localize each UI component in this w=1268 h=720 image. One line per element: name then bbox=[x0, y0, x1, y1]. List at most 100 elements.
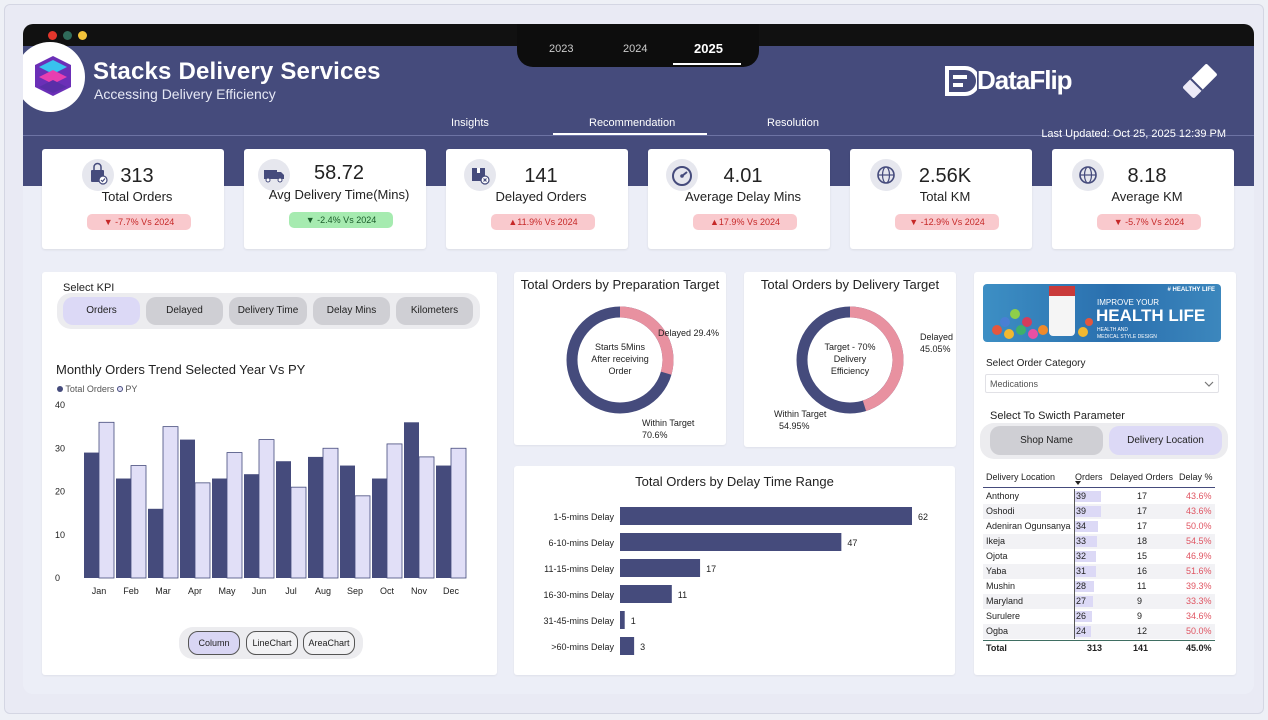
year-selector: 2023 2024 2025 bbox=[517, 24, 759, 67]
table-row[interactable]: Ikeja 33 18 54.5% bbox=[983, 534, 1215, 549]
tab-recommendation[interactable]: Recommendation bbox=[589, 117, 676, 129]
table-row[interactable]: Surulere 26 9 34.6% bbox=[983, 609, 1215, 624]
table-header-row: Delivery Location Orders Delayed Orders … bbox=[983, 470, 1215, 488]
chart-type-linechart[interactable]: LineChart bbox=[246, 631, 298, 655]
sort-desc-icon bbox=[1075, 481, 1081, 485]
parameter-shop-name[interactable]: Shop Name bbox=[990, 426, 1103, 455]
dataflip-brand: DataFlip bbox=[977, 65, 1073, 95]
x-tick-label: Jul bbox=[285, 586, 297, 596]
delay-range-bar-chart: 1-5-mins Delay 62 6-10-mins Delay 47 11-15-m… bbox=[543, 507, 928, 655]
cell-delay-pct: 34.6% bbox=[1186, 611, 1212, 621]
banner-small-text: IMPROVE YOUR bbox=[1097, 298, 1160, 307]
orders-data-bar bbox=[1075, 611, 1093, 622]
orders-data-bar bbox=[1075, 506, 1101, 517]
parameter-delivery-location[interactable]: Delivery Location bbox=[1109, 426, 1222, 455]
py-bar bbox=[290, 486, 307, 579]
donut-center-label: After receiving bbox=[591, 354, 649, 364]
orders-data-bar bbox=[1075, 491, 1101, 502]
orders-axis-line bbox=[1074, 609, 1075, 624]
category-label: >60-mins Delay bbox=[551, 642, 614, 652]
col-header-orders[interactable]: Orders bbox=[1075, 472, 1103, 482]
table-row[interactable]: Yaba 31 16 51.6% bbox=[983, 564, 1215, 579]
delayed-slice bbox=[566, 306, 674, 414]
total-orders-bar bbox=[372, 478, 387, 578]
table-row[interactable]: Ojota 32 15 46.9% bbox=[983, 549, 1215, 564]
cell-orders: 28 bbox=[1076, 581, 1087, 591]
maximize-dot-icon[interactable] bbox=[78, 31, 87, 40]
banner-sub-text-2: MEDICAL STYLE DESIGN bbox=[1097, 334, 1157, 340]
table-row[interactable]: Maryland 27 9 33.3% bbox=[983, 594, 1215, 609]
monthly-chart-legend: Total Orders PY bbox=[57, 384, 137, 394]
order-category-value: Medications bbox=[990, 379, 1039, 389]
total-delayed: 141 bbox=[1133, 643, 1149, 653]
order-category-dropdown[interactable]: Medications bbox=[985, 374, 1219, 393]
total-orders-bar bbox=[404, 422, 419, 578]
table-row[interactable]: Mushin 28 11 39.3% bbox=[983, 579, 1215, 594]
kpi-card-total-km: 2.56K Total KM ▼ -12.9% Vs 2024 bbox=[850, 149, 1032, 249]
close-dot-icon[interactable] bbox=[48, 31, 57, 40]
minimize-dot-icon[interactable] bbox=[63, 31, 72, 40]
col-header-delayed[interactable]: Delayed Orders bbox=[1110, 472, 1174, 482]
orders-data-bar bbox=[1075, 596, 1093, 607]
year-2025-button[interactable]: 2025 bbox=[694, 41, 723, 56]
kpi-card-total-orders: 313 Total Orders ▼ -7.7% Vs 2024 bbox=[42, 149, 224, 249]
kpi-option-delay-mins[interactable]: Delay Mins bbox=[313, 297, 390, 325]
total-orders-bar bbox=[116, 478, 131, 578]
chart-type-column[interactable]: Column bbox=[188, 631, 240, 655]
tab-resolution[interactable]: Resolution bbox=[767, 117, 819, 129]
orders-axis-line bbox=[1074, 624, 1075, 639]
eraser-icon[interactable] bbox=[1177, 58, 1223, 104]
category-label: 16-30-mins Delay bbox=[543, 590, 614, 600]
delayed-slice bbox=[796, 306, 904, 414]
category-label: 1-5-mins Delay bbox=[553, 512, 614, 522]
truck-icon bbox=[258, 159, 290, 191]
globe-icon bbox=[870, 159, 902, 191]
table-row[interactable]: Ogba 24 12 50.0% bbox=[983, 624, 1215, 639]
orders-data-bar bbox=[1075, 536, 1097, 547]
last-updated-text: Last Updated: Oct 25, 2025 12:39 PM bbox=[1041, 128, 1226, 140]
cell-delayed: 18 bbox=[1137, 536, 1148, 546]
cell-location: Ikeja bbox=[986, 536, 1006, 546]
kpi-option-delivery-time[interactable]: Delivery Time bbox=[229, 297, 307, 325]
table-row[interactable]: Anthony 39 17 43.6% bbox=[983, 489, 1215, 504]
orders-data-bar bbox=[1075, 551, 1097, 562]
stacks-logo-icon bbox=[35, 56, 71, 96]
year-2024-button[interactable]: 2024 bbox=[623, 43, 648, 55]
kpi-option-kilometers[interactable]: Kilometers bbox=[396, 297, 473, 325]
box-delay-icon bbox=[464, 159, 496, 191]
py-bar bbox=[418, 456, 435, 579]
total-orders-bar bbox=[180, 439, 195, 578]
py-bar bbox=[98, 421, 115, 579]
preparation-target-panel: Total Orders by Preparation Target bbox=[514, 272, 726, 445]
delivery-donut-chart: Target - 70% Delivery Efficiency Delayed 45.… bbox=[774, 306, 953, 431]
kpi-value: 141 bbox=[524, 165, 558, 187]
kpi-change-badge: ▲11.9% Vs 2024 bbox=[491, 214, 595, 230]
delivery-chart-title: Total Orders by Delivery Target bbox=[760, 277, 940, 292]
donut-center-label: Efficiency bbox=[831, 366, 870, 376]
kpi-label: Total KM bbox=[919, 189, 971, 204]
col-header-delay-pct[interactable]: Delay % bbox=[1179, 472, 1213, 482]
cell-delay-pct: 50.0% bbox=[1186, 521, 1212, 531]
table-row[interactable]: Adeniran Ogunsanya 34 17 50.0% bbox=[983, 519, 1215, 534]
y-tick-label: 10 bbox=[55, 530, 65, 540]
py-bar bbox=[226, 452, 243, 579]
tab-insights[interactable]: Insights bbox=[451, 117, 489, 129]
col-header-location[interactable]: Delivery Location bbox=[986, 472, 1056, 482]
year-2023-button[interactable]: 2023 bbox=[549, 43, 574, 55]
bar-value-label: 3 bbox=[640, 642, 645, 652]
donut-center-label: Starts 5Mins bbox=[595, 342, 646, 352]
total-orders: 313 bbox=[1087, 643, 1103, 653]
table-row[interactable]: Oshodi 39 17 43.6% bbox=[983, 504, 1215, 519]
kpi-option-delayed[interactable]: Delayed bbox=[146, 297, 223, 325]
x-tick-label: Aug bbox=[315, 586, 331, 596]
kpi-option-orders[interactable]: Orders bbox=[63, 297, 140, 325]
bar-value-label: 47 bbox=[847, 538, 857, 548]
cell-orders: 32 bbox=[1076, 551, 1087, 561]
chevron-down-icon bbox=[1204, 381, 1214, 387]
select-kpi-label: Select KPI bbox=[63, 282, 115, 294]
delivery-target-panel: Total Orders by Delivery Target bbox=[744, 272, 956, 447]
chart-type-areachart[interactable]: AreaChart bbox=[303, 631, 355, 655]
year-active-underline bbox=[673, 63, 741, 65]
cell-delay-pct: 43.6% bbox=[1186, 506, 1212, 516]
health-life-banner: # HEALTHY LIFE IMPROVE YOUR HEALTH LIFE … bbox=[983, 284, 1221, 342]
